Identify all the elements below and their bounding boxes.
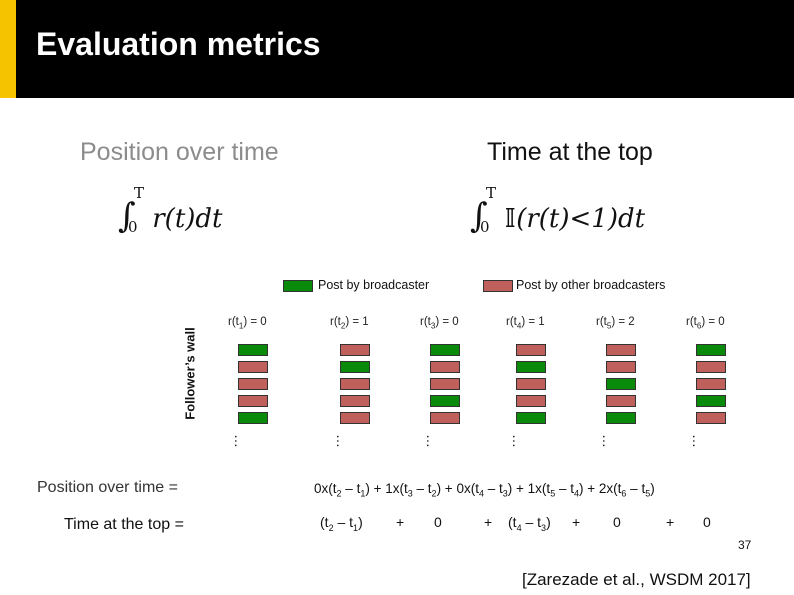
- post-by-other: [238, 395, 268, 407]
- more-posts-ellipsis: …: [690, 434, 706, 449]
- more-posts-ellipsis: …: [232, 434, 248, 449]
- position-over-time-expression: 0x(t2 – t1) + 1x(t3 – t2) + 0x(t4 – t3) …: [314, 481, 655, 499]
- time-at-top-term: (t4 – t3): [508, 514, 551, 533]
- slide-header: Evaluation metrics: [0, 0, 794, 98]
- legend-others-label: Post by other broadcasters: [516, 278, 666, 292]
- more-posts-ellipsis: …: [424, 434, 440, 449]
- post-by-other: [516, 344, 546, 356]
- post-by-other: [516, 395, 546, 407]
- rank-label: r(t3) = 0: [420, 316, 459, 331]
- post-by-other: [606, 395, 636, 407]
- time-at-top-term: +: [396, 514, 405, 530]
- post-by-broadcaster: [606, 378, 636, 390]
- time-at-top-heading: Time at the top: [487, 138, 653, 166]
- post-by-other: [430, 412, 460, 424]
- post-stack: [606, 344, 636, 429]
- legend-others-swatch: [483, 280, 513, 292]
- post-stack: [238, 344, 268, 429]
- post-by-broadcaster: [606, 412, 636, 424]
- rank-label: r(t5) = 2: [596, 316, 635, 331]
- post-by-other: [606, 361, 636, 373]
- post-by-other: [340, 378, 370, 390]
- post-by-broadcaster: [516, 361, 546, 373]
- page-number: 37: [738, 538, 752, 552]
- time-at-top-term: +: [572, 514, 581, 530]
- post-by-other: [430, 378, 460, 390]
- time-at-top-formula: ∫ T 0 𝕀(r(t)<1)dt: [470, 184, 646, 236]
- post-by-other: [340, 395, 370, 407]
- position-over-time-row-label: Position over time =: [37, 479, 178, 496]
- rank-label: r(t1) = 0: [228, 316, 267, 331]
- post-by-other: [696, 378, 726, 390]
- post-by-broadcaster: [430, 395, 460, 407]
- position-over-time-heading: Position over time: [80, 138, 279, 166]
- time-at-top-term: +: [484, 514, 493, 530]
- post-stack: [696, 344, 726, 429]
- post-stack: [516, 344, 546, 429]
- time-at-top-term: 0: [434, 514, 442, 530]
- post-by-broadcaster: [696, 395, 726, 407]
- legend-broadcaster-swatch: [283, 280, 313, 292]
- more-posts-ellipsis: …: [600, 434, 616, 449]
- time-at-top-term: 0: [613, 514, 621, 530]
- legend-broadcaster-label: Post by broadcaster: [318, 278, 430, 292]
- post-stack: [430, 344, 460, 429]
- post-by-other: [340, 344, 370, 356]
- post-by-other: [238, 378, 268, 390]
- slide-title: Evaluation metrics: [36, 26, 321, 62]
- more-posts-ellipsis: …: [334, 434, 350, 449]
- post-by-other: [516, 378, 546, 390]
- post-by-other: [340, 412, 370, 424]
- post-by-broadcaster: [340, 361, 370, 373]
- post-by-other: [696, 361, 726, 373]
- post-by-other: [238, 361, 268, 373]
- post-by-other: [430, 361, 460, 373]
- time-at-top-row-label: Time at the top =: [64, 516, 184, 533]
- post-by-broadcaster: [430, 344, 460, 356]
- followers-wall-label: Follower’s wall: [182, 327, 198, 420]
- post-by-broadcaster: [516, 412, 546, 424]
- header-accent-bar: [0, 0, 16, 98]
- post-stack: [340, 344, 370, 429]
- time-at-top-term: 0: [703, 514, 711, 530]
- rank-label: r(t4) = 1: [506, 316, 545, 331]
- post-by-broadcaster: [238, 344, 268, 356]
- post-by-broadcaster: [238, 412, 268, 424]
- more-posts-ellipsis: …: [510, 434, 526, 449]
- time-at-top-term: +: [666, 514, 675, 530]
- citation: [Zarezade et al., WSDM 2017]: [522, 570, 751, 589]
- position-over-time-formula: ∫ T 0 r(t)dt: [118, 184, 223, 236]
- rank-label: r(t2) = 1: [330, 316, 369, 331]
- rank-label: r(t6) = 0: [686, 316, 725, 331]
- time-at-top-term: (t2 – t1): [320, 514, 363, 533]
- post-by-other: [606, 344, 636, 356]
- post-by-other: [696, 412, 726, 424]
- post-by-broadcaster: [696, 344, 726, 356]
